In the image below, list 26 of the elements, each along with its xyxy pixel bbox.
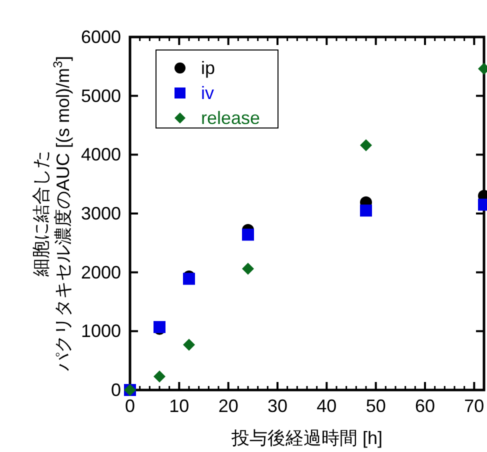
point [183,272,195,285]
y-tick-label: 5000 [80,86,121,106]
legend-label: iv [201,83,214,103]
x-tick-label: 30 [267,396,288,416]
point [183,338,195,351]
x-tick-label: 70 [464,396,484,416]
point [360,204,372,217]
x-axis-title: 投与後経過時間 [h] [230,428,383,448]
y-tick-label: 2000 [80,262,121,282]
x-tick-label: 40 [316,396,337,416]
x-tick-label: 20 [218,396,238,416]
point [360,139,372,152]
legend-label: release [201,108,260,128]
legend-label: ip [201,58,216,78]
point [242,228,254,241]
x-tick-label: 0 [124,396,136,416]
y-tick-label: 3000 [80,204,121,224]
x-tick-label: 60 [414,396,436,416]
y-tick-label: 6000 [80,27,121,47]
x-tick-label: 10 [169,396,190,416]
y-tick-label: 4000 [80,144,121,165]
x-tick-label: 50 [366,396,386,416]
y-tick-label: 1000 [80,321,121,342]
point [242,262,254,275]
point [154,370,166,382]
y-tick-label: 0 [110,380,121,400]
